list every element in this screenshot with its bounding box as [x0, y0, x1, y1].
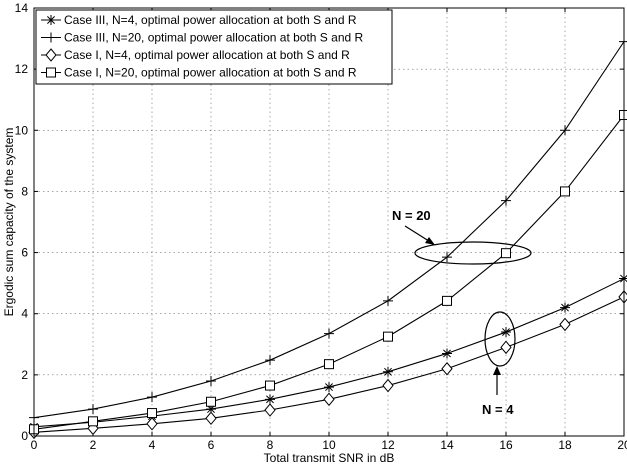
data-point-square [619, 110, 627, 120]
x-tick-label: 2 [90, 438, 97, 452]
legend-item: Case I, N=20, optimal power allocation a… [41, 66, 357, 80]
data-point-plus [265, 355, 275, 366]
annotation-n4-arrowhead [493, 366, 501, 375]
data-point-square [383, 331, 393, 342]
x-tick-label: 12 [381, 438, 395, 452]
annotation-n20-ellipse [414, 241, 532, 265]
x-tick-label: 0 [31, 438, 38, 452]
data-point-square [442, 295, 452, 306]
legend-item: Case III, N=4, optimal power allocation … [41, 13, 357, 27]
annotation-n20: N = 20 [392, 208, 532, 265]
legend-label: Case III, N=20, optimal power allocation… [64, 31, 364, 45]
data-point-diamond [205, 411, 217, 426]
data-point-plus [501, 195, 511, 206]
data-point-square [88, 416, 98, 427]
annotation-n4-label: N = 4 [482, 402, 514, 417]
legend-label: Case I, N=4, optimal power allocation at… [64, 48, 350, 62]
x-tick-label: 14 [440, 438, 454, 452]
annotation-n4-ellipse [484, 311, 516, 367]
legend-item: Case III, N=20, optimal power allocation… [41, 31, 364, 45]
y-tick-label: 2 [21, 368, 28, 382]
data-point-diamond [500, 340, 512, 355]
data-point-square [147, 408, 157, 419]
x-axis-label: Total transmit SNR in dB [264, 451, 395, 465]
axis-ticks: 0 2 4 6 8 10 12 14 16 18 20 0 2 4 6 8 10 12 14 [15, 1, 627, 452]
data-point-asterisk [46, 15, 56, 25]
x-tick-label: 8 [267, 438, 274, 452]
series-4 [29, 110, 627, 435]
annotation-n4: N = 4 [482, 311, 516, 417]
x-tick-label: 6 [208, 438, 215, 452]
data-point-plus [88, 404, 98, 415]
x-tick-label: 4 [149, 438, 156, 452]
data-point-asterisk [619, 273, 627, 284]
plot-frame [33, 7, 625, 437]
legend-box [35, 9, 393, 85]
legend-item: Case I, N=4, optimal power allocation at… [41, 48, 350, 62]
y-tick-label: 8 [21, 184, 28, 198]
data-point-plus [560, 125, 570, 136]
y-tick-label: 4 [21, 307, 28, 321]
data-point-plus [206, 375, 216, 386]
y-axis-label: Ergodic sum capacity of the system [2, 128, 16, 317]
series-2 [29, 36, 627, 423]
data-point-square [560, 186, 570, 197]
x-tick-label: 18 [558, 438, 572, 452]
data-point-asterisk [442, 348, 452, 359]
data-point-diamond [559, 317, 571, 332]
y-tick-label: 6 [21, 246, 28, 260]
data-point-plus [324, 328, 334, 339]
legend-label: Case III, N=4, optimal power allocation … [64, 13, 357, 27]
data-point-diamond [382, 378, 394, 393]
x-tick-label: 10 [322, 438, 336, 452]
data-point-diamond [618, 290, 627, 304]
data-point-square [265, 380, 275, 391]
data-point-diamond [441, 361, 453, 376]
data-point-asterisk [383, 366, 393, 377]
data-point-asterisk [206, 404, 216, 415]
annotation-n20-arrowhead [425, 237, 435, 245]
x-tick-label: 16 [499, 438, 513, 452]
data-point-diamond [45, 48, 57, 62]
data-point-asterisk [265, 394, 275, 405]
series [28, 36, 627, 440]
data-point-diamond [146, 416, 158, 431]
data-point-asterisk [324, 382, 334, 393]
data-point-plus [147, 392, 157, 403]
series-1 [29, 273, 627, 432]
data-point-plus [383, 295, 393, 306]
data-point-plus [619, 36, 627, 47]
data-point-square [46, 67, 56, 78]
data-point-square [324, 359, 334, 370]
data-point-asterisk [560, 302, 570, 313]
legend-label: Case I, N=20, optimal power allocation a… [64, 66, 357, 80]
data-point-diamond [323, 392, 335, 407]
legend: Case III, N=4, optimal power allocation … [35, 9, 393, 85]
annotation-n20-label: N = 20 [392, 208, 431, 223]
x-tick-label: 20 [617, 438, 627, 452]
y-tick-label: 14 [15, 1, 29, 15]
data-point-diamond [264, 403, 276, 417]
y-tick-label: 10 [15, 123, 29, 137]
data-point-plus [442, 252, 452, 263]
data-point-square [501, 248, 511, 259]
data-point-asterisk [501, 327, 511, 338]
y-tick-label: 12 [15, 62, 29, 76]
data-point-plus [46, 32, 56, 43]
y-tick-label: 0 [21, 429, 28, 443]
data-point-square [206, 396, 216, 407]
